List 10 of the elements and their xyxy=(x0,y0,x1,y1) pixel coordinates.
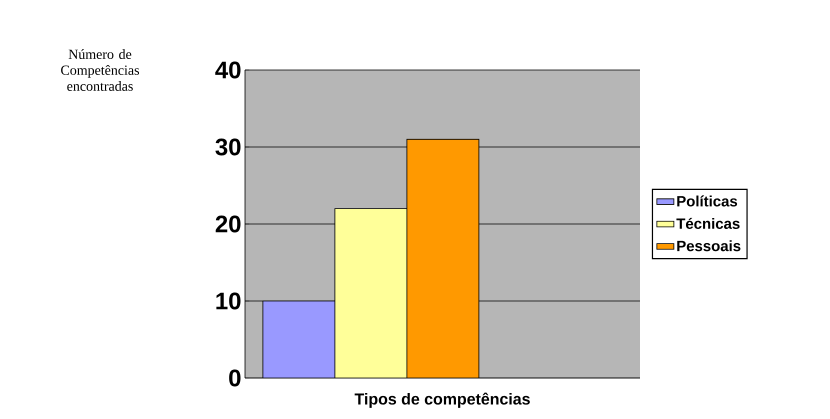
y-tick-label: 0 xyxy=(229,370,241,386)
legend-label: Pessoais xyxy=(677,240,740,252)
legend-label: Políticas xyxy=(677,195,738,206)
text: Número de Competências encontradas xyxy=(61,49,140,91)
y-tick-label: 10 xyxy=(216,292,240,310)
x-axis-title: Tipos de competências xyxy=(354,392,530,408)
legend-label: Técnicas xyxy=(676,218,740,229)
y-tick-label: 40 xyxy=(215,62,240,78)
y-tick-label: 20 xyxy=(216,216,240,232)
y-tick-label: 30 xyxy=(215,138,240,156)
